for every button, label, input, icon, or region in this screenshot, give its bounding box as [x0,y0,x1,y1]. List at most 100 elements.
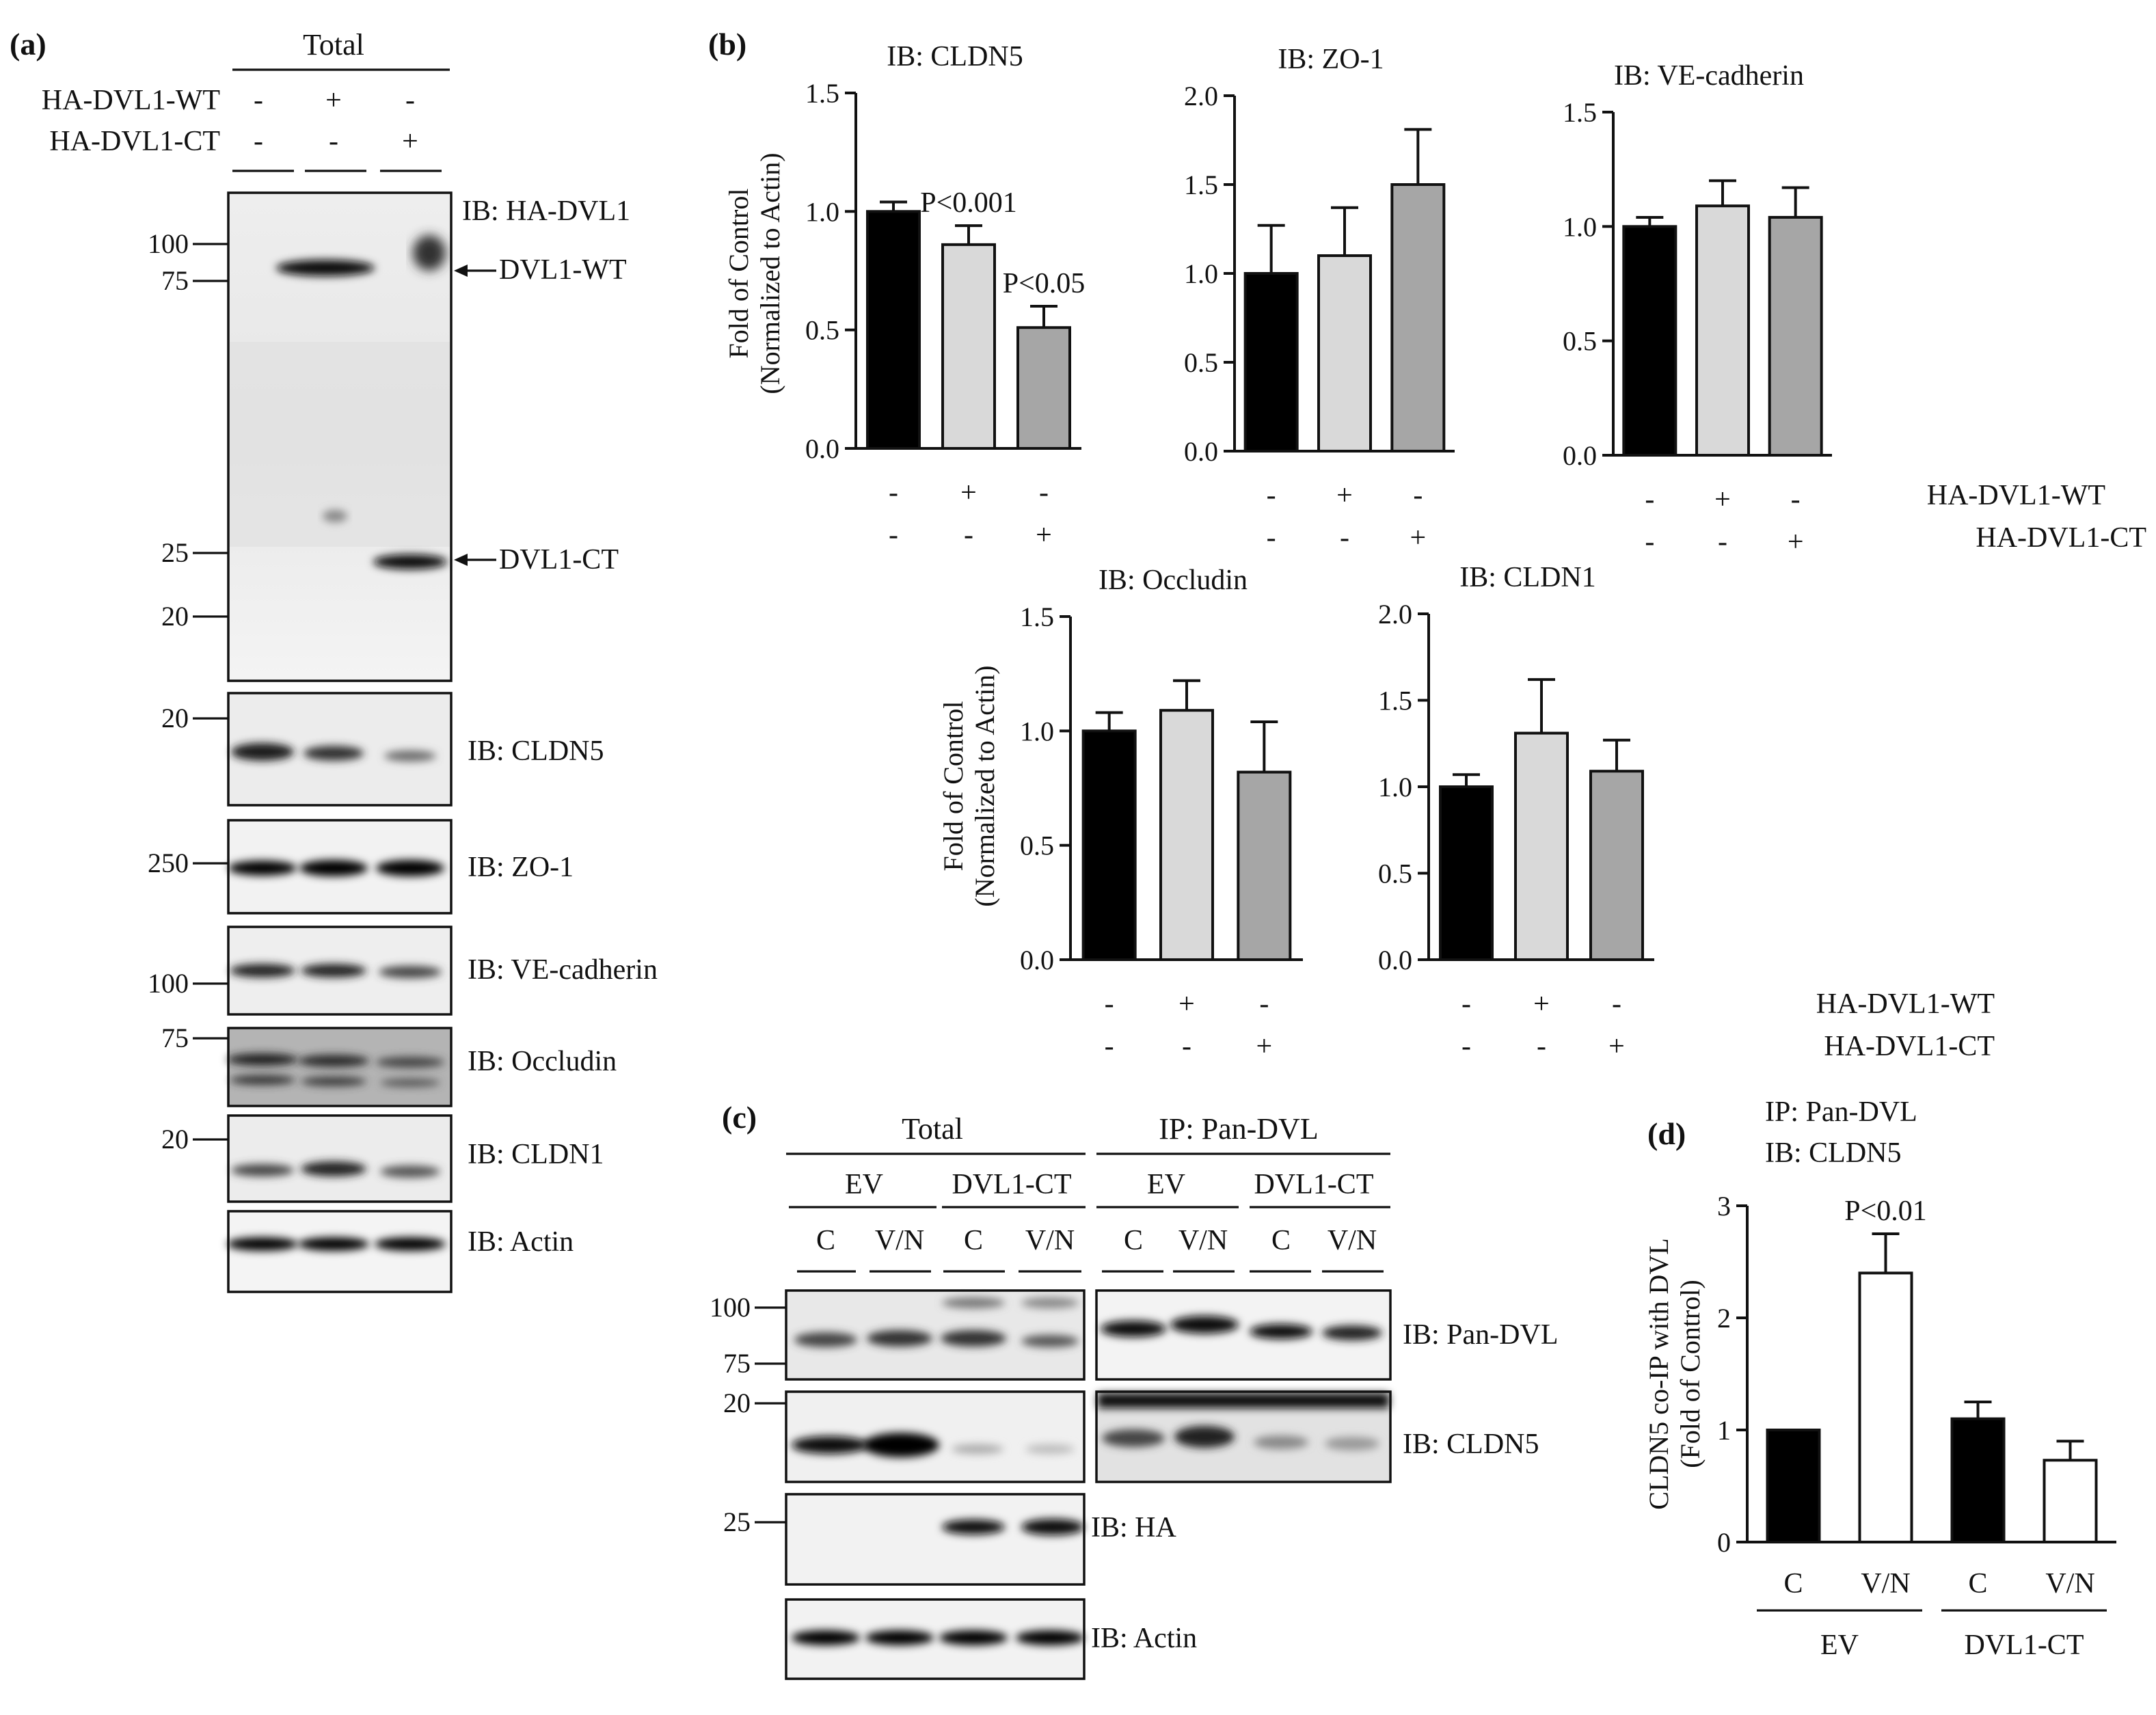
blot-label: IB: CLDN5 [1403,1429,1539,1460]
ct-sign: - [1461,1031,1471,1062]
y-tick-label: 1.0 [1563,211,1597,242]
y-tick-label: 0.5 [1184,347,1218,378]
y-tick-label: 1.5 [1563,97,1597,128]
mw-marker: 75 [723,1348,751,1379]
ct-sign: - [1718,526,1727,558]
panel-b: (b) Fold of Control (Normalized to Actin… [708,27,2146,1062]
mw-marker: 25 [723,1507,751,1537]
blot-occludin [227,1027,453,1107]
blot-label: IB: VE-cadherin [468,954,658,986]
wt-sign: + [1533,988,1550,1020]
chart-title: IB: Occludin [1099,565,1248,596]
bar-chart: 0.0 0.5 1.0 1.5 2.0 IB: CLDN1 - - + - - + [1378,562,1654,1062]
panel-d-title-line2: IB: CLDN5 [1765,1137,1902,1169]
blot-label: IB: CLDN1 [468,1139,604,1170]
bar [1766,1429,1821,1543]
blot-total-ha [785,1493,1086,1586]
ct-sign: - [1105,1031,1114,1062]
mw-marker: 20 [161,1124,189,1154]
y-tick-label: 0.0 [1020,945,1054,975]
bar-chart: 0.0 0.5 1.0 1.5 IB: Occludin - - + - - + [1020,565,1303,1062]
wt-sign: - [1259,988,1269,1020]
bar-chart: 0.0 0.5 1.0 1.5 IB: VE-cadherin - - + - - + [1563,60,1832,558]
group-label: DVL1-CT [1254,1169,1374,1200]
ct-sign: + [1256,1031,1272,1062]
wt-sign: + [1336,480,1353,511]
chart-title: IB: CLDN1 [1459,562,1596,593]
p-value-label: P<0.01 [1844,1196,1927,1227]
bar [1243,272,1299,453]
bar-chart: 0.0 0.5 1.0 1.5 IB: CLDN5 - - P<0.001 + - P<0.05 - + [805,41,1085,551]
bar [1016,326,1071,450]
panel-b-ylabel-bottom: Fold of Control [938,701,969,872]
y-tick-label: 1.5 [1020,602,1054,632]
panel-a-label: (a) [10,27,46,62]
wt-sign: - [1413,480,1423,511]
bar [1317,254,1372,453]
blot-label: IB: Occludin [468,1046,617,1077]
panel-a-wt-sign: - [405,85,415,116]
y-tick-label: 0.5 [1378,859,1412,889]
y-tick-label: 1.5 [1378,686,1412,716]
blot-label: IB: Pan-DVL [1403,1319,1558,1351]
panel-b-row-ct: HA-DVL1-CT [1824,1031,1995,1062]
y-tick-label: 0.0 [1378,945,1412,975]
wt-sign: + [1178,988,1195,1020]
y-tick-label: 0.5 [1563,326,1597,357]
ct-sign: - [1537,1031,1546,1062]
wt-sign: - [1267,480,1276,511]
x-tick-label: C [1968,1568,1987,1599]
bar [941,243,996,450]
ct-sign: + [1788,526,1804,558]
y-axis-label: CLDN5 co-IP with DVL [1643,1238,1674,1509]
blot-total-actin [785,1598,1086,1680]
band-arrow-ct-head [454,554,468,566]
bar [1390,183,1446,453]
bar [1695,204,1750,457]
y-tick-label: 0 [1717,1527,1731,1558]
p-value-label: P<0.05 [1003,268,1086,299]
panel-d-chart: 0 1 2 3 P<0.01 CLDN5 co-IP with DVL (Fold of C… [1643,1191,2116,1661]
blot-cldn5 [227,692,453,807]
ct-sign: - [1340,522,1349,554]
bar [1081,729,1137,962]
bar [1514,731,1569,961]
panel-b-ylabel-top: Fold of Control [723,189,754,359]
y-tick-label: 1.5 [1184,170,1218,200]
y-tick-label: 0.5 [805,315,839,346]
p-value-label: P<0.001 [920,187,1017,219]
mw-marker: 100 [710,1292,751,1323]
y-tick-label: 1.0 [805,196,839,227]
blot-zo1 [227,819,453,915]
y-tick-label: 2 [1717,1303,1731,1334]
ct-sign: - [889,519,898,551]
panel-b-row-ct: HA-DVL1-CT [1976,522,2146,554]
band-arrow-wt-head [454,265,468,277]
wt-sign: - [1105,988,1114,1020]
ct-sign: + [1410,522,1426,554]
ct-sign: - [1182,1031,1191,1062]
lane-label: C [816,1225,835,1256]
panel-a-wt-sign: - [254,85,263,116]
y-tick-label: 2.0 [1184,81,1218,111]
lane-label: C [1124,1225,1143,1256]
panel-d-label: (d) [1647,1116,1686,1151]
chart-title: IB: VE-cadherin [1614,60,1804,92]
wt-sign: + [1714,484,1731,515]
blot-label: IB: Actin [468,1226,574,1258]
blot-actin [227,1210,453,1293]
panel-b-ylabel-top: (Normalized to Actin) [755,152,785,394]
lane-label: V/N [1328,1225,1377,1256]
bar [866,210,921,450]
bar [1950,1417,2006,1544]
wt-sign: - [1612,988,1621,1020]
ct-sign: - [964,519,973,551]
lane-label: V/N [875,1225,924,1256]
blot-label: IB: HA [1091,1512,1177,1543]
y-tick-label: 3 [1717,1191,1731,1221]
mw-marker: 20 [161,601,189,632]
panel-d-title-line1: IP: Pan-DVL [1765,1096,1917,1128]
ha-blot-label: IB: HA-DVL1 [462,195,630,227]
ct-sign: + [1608,1031,1625,1062]
bar [1159,709,1214,962]
